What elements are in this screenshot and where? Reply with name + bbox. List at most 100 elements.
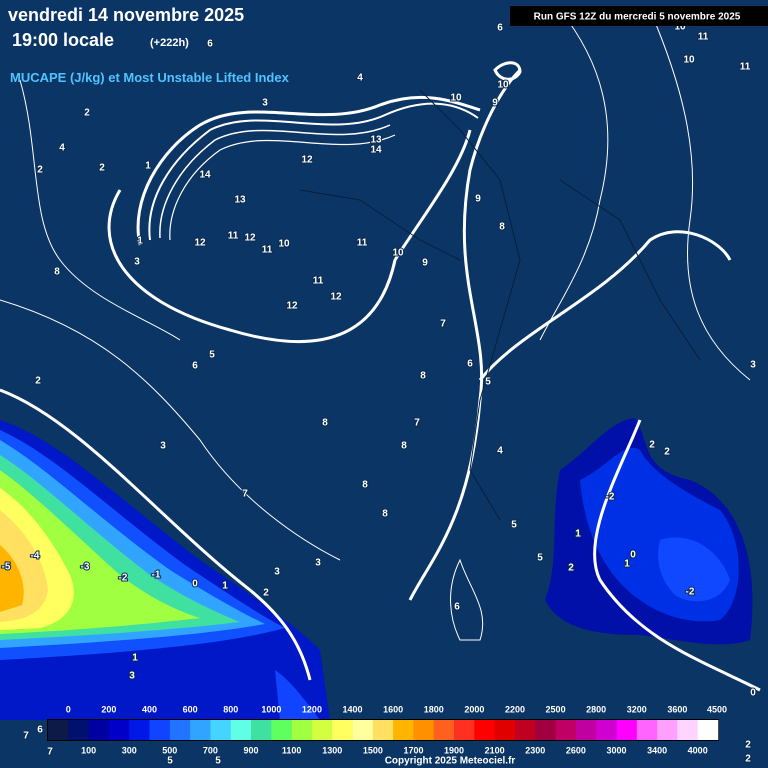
contour-label: 1 <box>132 653 138 664</box>
contour-label: 2 <box>35 376 41 387</box>
contour-label: 11 <box>740 62 751 73</box>
colorbar-label-top: 3200 <box>627 704 647 714</box>
contour-label: 0 <box>630 550 636 561</box>
contour-label: 8 <box>420 371 426 382</box>
colorbar-label-bottom: 500 <box>162 745 177 755</box>
colorbar-swatch <box>494 720 516 740</box>
contour-label: 3 <box>274 567 280 578</box>
contour-label: 7 <box>47 747 53 758</box>
colorbar-label-bottom: 100 <box>81 745 96 755</box>
colorbar-swatch <box>413 720 435 740</box>
contour-label: 1 <box>624 559 630 570</box>
colorbar-swatch <box>332 720 353 740</box>
contour-label: 10 <box>683 55 695 66</box>
contour-label: 5 <box>511 520 517 531</box>
contour-label: 5 <box>485 377 491 388</box>
contour-label: 8 <box>54 267 60 278</box>
colorbar-swatch <box>68 720 89 740</box>
colorbar-label-top: 3600 <box>667 704 687 714</box>
colorbar-label-top: 2800 <box>586 704 606 714</box>
contour-label: 2 <box>664 447 670 458</box>
contour-label: 12 <box>301 155 313 166</box>
contour-label: 1 <box>145 161 151 172</box>
contour-label: -3 <box>81 562 90 573</box>
colorbar-swatch <box>433 720 455 740</box>
colorbar-swatch <box>88 720 110 740</box>
contour-label: 9 <box>475 194 481 205</box>
colorbar-swatch <box>697 720 719 740</box>
colorbar-label-bottom: 4000 <box>688 745 708 755</box>
contour-label: 3 <box>160 441 166 452</box>
colorbar-swatch <box>555 720 577 740</box>
colorbar-label-bottom: 2100 <box>485 745 505 755</box>
colorbar-label-top: 600 <box>183 704 198 714</box>
contour-label: 3 <box>262 98 268 109</box>
contour-label: 8 <box>322 418 328 429</box>
colorbar-label-bottom: 300 <box>122 745 137 755</box>
contour-label: 1 <box>222 581 228 592</box>
colorbar-swatch <box>251 720 272 740</box>
contour-label: 10 <box>392 248 404 259</box>
colorbar-swatch <box>291 720 313 740</box>
colorbar-label-top: 1000 <box>261 704 281 714</box>
colorbar-swatch <box>190 720 211 740</box>
contour-label: 7 <box>414 418 420 429</box>
contour-label: 12 <box>330 292 342 303</box>
colorbar-swatch <box>48 720 69 740</box>
colorbar-label-top: 800 <box>223 704 238 714</box>
contour-label: 2 <box>263 588 269 599</box>
contour-label: 11 <box>313 276 324 287</box>
contour-label: 2 <box>84 108 90 119</box>
contour-label: 0 <box>192 579 198 590</box>
contour-label: 7 <box>440 319 446 330</box>
contour-label: 11 <box>262 245 273 256</box>
run-banner <box>510 6 768 26</box>
contour-label: 10 <box>497 80 509 91</box>
contour-label: 10 <box>450 93 462 104</box>
contour-label: 4 <box>357 73 363 84</box>
contour-label: -1 <box>152 570 161 581</box>
contour-label: 6 <box>467 359 473 370</box>
contour-label: 0 <box>750 688 756 699</box>
contour-label: 5 <box>537 553 543 564</box>
colorbar-label-top: 2500 <box>546 704 566 714</box>
contour-label: 7 <box>23 731 29 742</box>
colorbar-label-bottom: 2300 <box>525 745 545 755</box>
contour-label: 4 <box>497 446 503 457</box>
colorbar-swatch <box>311 720 333 740</box>
contour-label: -2 <box>606 492 615 503</box>
contour-label: 9 <box>422 258 428 269</box>
colorbar-swatch <box>616 720 638 740</box>
contour-label: 6 <box>37 725 43 736</box>
colorbar-label-bottom: 900 <box>244 745 259 755</box>
colorbar: 0 200 400 600 800 1000 1200 1400 1600 1800 2000 220… <box>47 704 727 755</box>
borders <box>299 89 701 521</box>
contour-label: 5 <box>215 756 221 767</box>
colorbar-label-bottom: 1300 <box>322 745 342 755</box>
contour-label: 11 <box>228 231 239 242</box>
contour-label: -2 <box>119 573 128 584</box>
colorbar-swatch <box>596 720 617 740</box>
colorbar-swatch <box>372 720 394 740</box>
contour-label: 7 <box>242 489 248 500</box>
contour-label: 6 <box>207 39 213 50</box>
contour-label: 11 <box>357 238 368 249</box>
colorbar-label-top: 200 <box>101 704 116 714</box>
contour-label: 13 <box>370 135 382 146</box>
contour-label: 12 <box>194 238 206 249</box>
colorbar-label-top: 4500 <box>707 704 727 714</box>
colorbar-swatch <box>474 720 495 740</box>
colorbar-swatch <box>129 720 150 740</box>
contour-label: 6 <box>454 602 460 613</box>
contour-label: 8 <box>382 509 388 520</box>
colorbar-swatch <box>535 720 556 740</box>
colorbar-swatch <box>230 720 252 740</box>
contour-label: 8 <box>499 222 505 233</box>
contour-label: 1 <box>575 529 581 540</box>
colorbar-swatch <box>108 720 130 740</box>
contour-label: 2 <box>745 754 751 765</box>
cape-field <box>0 420 330 720</box>
colorbar-swatch <box>454 720 475 740</box>
